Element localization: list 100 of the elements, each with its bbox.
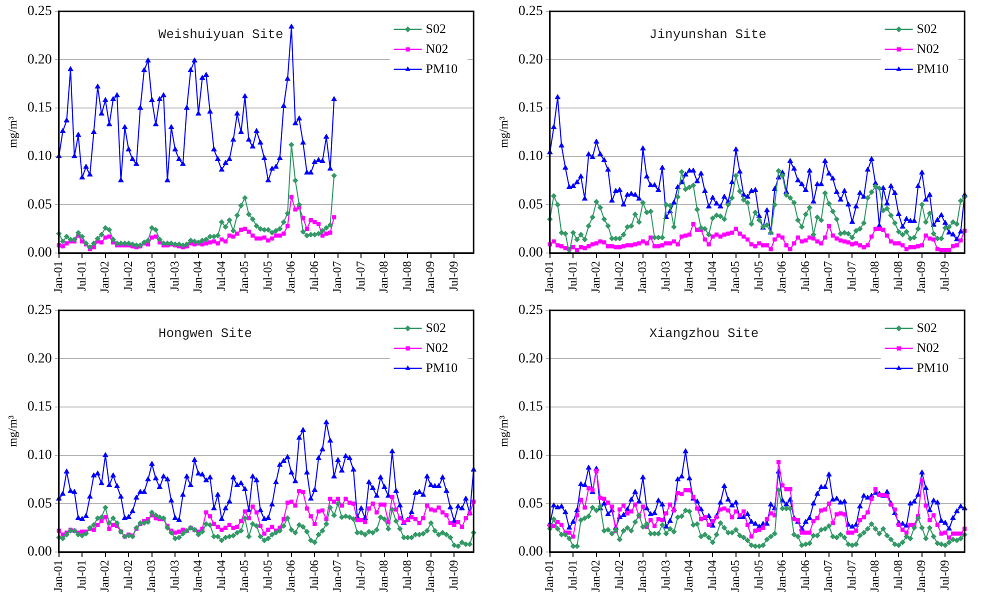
x-tick-label: Jul-03 — [167, 261, 182, 292]
x-tick-label: Jul-06 — [306, 560, 321, 590]
x-tick-label: Jan-09 — [914, 261, 928, 294]
y-tick-label: 0.05 — [27, 496, 52, 512]
x-tick-label: Jul-05 — [751, 560, 766, 590]
y-tick-label: 0.15 — [27, 100, 52, 116]
x-tick-label: Jan-02 — [98, 560, 112, 592]
x-tick-label: Jan-08 — [868, 261, 882, 294]
x-tick-label: Jul-09 — [446, 261, 460, 292]
y-tick-label: 0.20 — [518, 351, 543, 366]
legend-label: PM10 — [426, 360, 458, 375]
x-tick-label: Jan-06 — [774, 560, 789, 592]
y-tick-label: 0.00 — [518, 246, 543, 261]
legend-label: N02 — [916, 40, 940, 56]
y-tick-label: 0.10 — [27, 149, 52, 164]
legend-label: S02 — [426, 20, 446, 36]
text: Xiangzhou Site — [649, 326, 759, 341]
x-tick-label: Jul-04 — [704, 261, 719, 292]
x-tick-label: Jul-07 — [353, 560, 368, 590]
x-tick-label: Jul-05 — [260, 560, 274, 590]
x-tick-label: Jan-05 — [237, 560, 252, 592]
x-tick-label: Jan-09 — [423, 560, 438, 592]
text: Jinyunshan Site — [649, 26, 766, 42]
y-tick-label: 0.25 — [27, 303, 52, 318]
y-axis-title: mg/m³ — [5, 415, 20, 448]
y-tick-label: 0.05 — [518, 197, 543, 212]
y-tick-label: 0.15 — [518, 100, 543, 116]
x-tick-label: Jul-06 — [306, 261, 321, 292]
x-tick-label: Jan-05 — [728, 261, 742, 294]
y-tick-label: 0.00 — [27, 544, 52, 560]
x-tick-label: Jan-07 — [330, 560, 344, 592]
x-tick-label: Jul-09 — [937, 560, 952, 590]
x-tick-label: Jan-01 — [542, 560, 556, 592]
x-tick-label: Jan-03 — [635, 261, 650, 294]
legend-label: PM10 — [426, 60, 458, 76]
y-tick-label: 0.00 — [27, 246, 52, 261]
x-tick-label: Jul-02 — [612, 560, 626, 590]
x-tick-label: Jul-06 — [798, 261, 812, 292]
x-tick-label: Jan-04 — [190, 560, 205, 592]
x-tick-label: Jan-06 — [774, 261, 789, 294]
x-tick-label: Jan-08 — [868, 560, 882, 592]
y-tick-label: 0.00 — [518, 544, 543, 560]
x-tick-label: Jan-01 — [542, 261, 556, 294]
legend-label: PM10 — [916, 60, 949, 76]
x-tick-label: Jul-03 — [167, 560, 182, 590]
x-tick-label: Jul-01 — [74, 560, 88, 590]
x-tick-label: Jul-01 — [74, 261, 88, 292]
y-tick-label: 0.20 — [27, 52, 52, 68]
x-tick-label: Jan-07 — [821, 261, 836, 294]
x-tick-label: Jul-07 — [844, 261, 858, 292]
y-tick-label: 0.10 — [27, 448, 52, 464]
legend-label: N02 — [426, 40, 448, 56]
y-tick-label: 0.15 — [27, 400, 52, 415]
x-tick-label: Jan-04 — [190, 261, 205, 294]
x-tick-label: Jan-05 — [237, 261, 252, 294]
x-tick-label: Jul-01 — [565, 560, 580, 590]
legend-label: N02 — [426, 340, 448, 355]
y-axis-title: mg/m³ — [496, 116, 510, 148]
y-axis-title: mg/m³ — [496, 415, 510, 448]
legend-label: PM10 — [916, 360, 949, 375]
x-tick-label: Jul-09 — [446, 560, 460, 590]
x-tick-label: Jan-08 — [376, 560, 391, 592]
x-tick-label: Jul-02 — [120, 261, 135, 292]
x-tick-label: Jul-04 — [214, 261, 228, 292]
legend-label: S02 — [916, 20, 938, 36]
x-tick-label: Jul-02 — [120, 560, 135, 590]
y-tick-label: 0.25 — [518, 4, 543, 20]
y-axis-title: mg/m³ — [5, 116, 20, 148]
x-tick-label: Jul-08 — [890, 261, 905, 292]
x-tick-label: Jul-04 — [214, 560, 228, 590]
x-tick-label: Jul-04 — [704, 560, 719, 590]
x-tick-label: Jul-08 — [400, 560, 414, 590]
x-tick-label: Jan-07 — [821, 560, 836, 592]
x-tick-label: Jul-08 — [400, 261, 414, 292]
x-tick-label: Jan-02 — [588, 261, 603, 294]
y-tick-label: 0.20 — [518, 52, 543, 68]
x-tick-label: Jul-06 — [798, 560, 812, 590]
x-tick-label: Jul-03 — [658, 261, 672, 292]
x-tick-label: Jan-08 — [376, 261, 391, 294]
x-tick-label: Jan-07 — [330, 261, 344, 294]
x-tick-label: Jul-07 — [844, 560, 858, 590]
y-tick-label: 0.25 — [27, 4, 52, 20]
x-tick-label: Jan-01 — [51, 261, 66, 294]
x-tick-label: Jul-07 — [353, 261, 368, 292]
x-tick-label: Jul-05 — [751, 261, 766, 292]
x-tick-label: Jan-09 — [914, 560, 928, 592]
x-tick-label: Jul-03 — [658, 560, 672, 590]
x-tick-label: Jan-04 — [682, 560, 696, 592]
x-tick-label: Jan-02 — [98, 261, 112, 294]
x-tick-label: Jan-01 — [51, 560, 66, 592]
legend-label: N02 — [916, 340, 940, 355]
text: Weishuiyuan Site — [158, 26, 284, 42]
y-tick-label: 0.05 — [27, 197, 52, 212]
text: Hongwen Site — [158, 326, 252, 341]
x-tick-label: Jan-06 — [284, 560, 298, 592]
legend-label: S02 — [426, 320, 446, 335]
x-tick-label: Jan-06 — [284, 261, 298, 294]
y-tick-label: 0.20 — [27, 351, 52, 366]
x-tick-label: Jan-03 — [144, 261, 158, 294]
x-tick-label: Jul-09 — [937, 261, 952, 292]
